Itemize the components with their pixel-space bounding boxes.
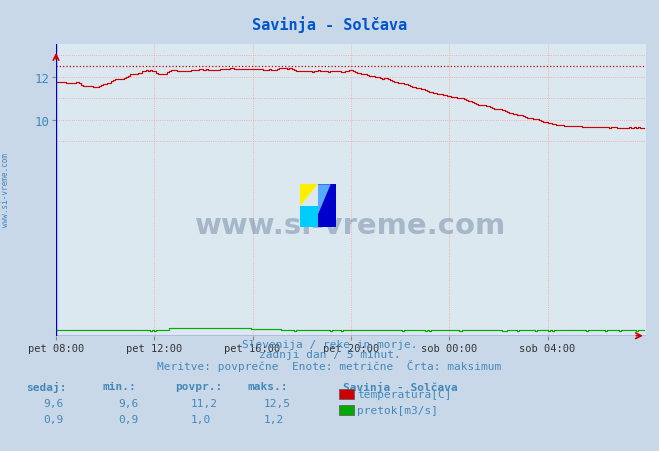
Text: 11,2: 11,2 [191, 398, 218, 408]
Text: 0,9: 0,9 [43, 414, 63, 424]
Text: pretok[m3/s]: pretok[m3/s] [357, 405, 438, 415]
Text: 9,6: 9,6 [119, 398, 139, 408]
Text: 0,9: 0,9 [119, 414, 139, 424]
Text: 12,5: 12,5 [264, 398, 291, 408]
Text: sedaj:: sedaj: [26, 381, 67, 392]
Text: min.:: min.: [102, 381, 136, 391]
Text: temperatura[C]: temperatura[C] [357, 389, 451, 399]
Text: 1,0: 1,0 [191, 414, 212, 424]
Text: zadnji dan / 5 minut.: zadnji dan / 5 minut. [258, 349, 401, 359]
Text: Savinja - Solčava: Savinja - Solčava [252, 16, 407, 32]
Text: povpr.:: povpr.: [175, 381, 222, 391]
Text: www.si-vreme.com: www.si-vreme.com [195, 212, 507, 239]
Polygon shape [318, 185, 336, 228]
Text: Slovenija / reke in morje.: Slovenija / reke in morje. [242, 339, 417, 349]
Polygon shape [300, 185, 318, 206]
Polygon shape [318, 185, 331, 215]
Text: 1,2: 1,2 [264, 414, 284, 424]
Text: www.si-vreme.com: www.si-vreme.com [1, 152, 10, 226]
Text: maks.:: maks.: [247, 381, 287, 391]
Text: Meritve: povprečne  Enote: metrične  Črta: maksimum: Meritve: povprečne Enote: metrične Črta:… [158, 359, 501, 371]
Text: 9,6: 9,6 [43, 398, 63, 408]
Text: Savinja - Solčava: Savinja - Solčava [343, 381, 457, 392]
Polygon shape [300, 206, 318, 228]
